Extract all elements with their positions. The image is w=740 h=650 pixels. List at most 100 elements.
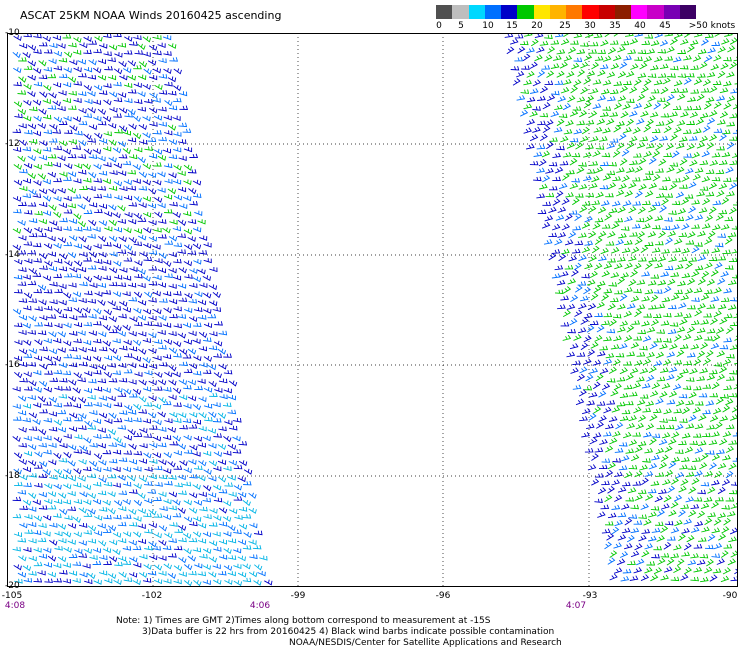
wind-barb (32, 272, 42, 277)
wind-barb (659, 39, 669, 47)
latitude-label: -12 (5, 139, 20, 149)
wind-barb (28, 506, 37, 512)
wind-barb (575, 142, 584, 150)
wind-barb (167, 124, 177, 131)
wind-barb (118, 154, 128, 159)
time-label: 4:06 (249, 601, 271, 611)
wind-barb (704, 566, 713, 574)
wind-barb (39, 363, 48, 370)
wind-barb (693, 497, 703, 502)
wind-barb (689, 440, 699, 445)
wind-barb (548, 232, 558, 238)
wind-barb (575, 193, 584, 198)
wind-barb (607, 257, 616, 263)
wind-barb (719, 317, 728, 325)
wind-barb (79, 42, 88, 49)
wind-map-plot (7, 33, 738, 587)
speed-colorbar (436, 5, 696, 19)
wind-barb (32, 530, 42, 536)
wind-barb (662, 176, 671, 182)
wind-barb (149, 425, 158, 430)
wind-barb (93, 67, 102, 74)
wind-barb (660, 552, 670, 558)
wind-barb (581, 408, 591, 415)
wind-barb (144, 498, 153, 504)
wind-barb (716, 95, 726, 101)
wind-barb (729, 160, 738, 166)
wind-barb (38, 202, 48, 208)
wind-barb (33, 515, 43, 522)
wind-barb (142, 179, 151, 186)
wind-barb (654, 262, 663, 269)
wind-barb (630, 295, 640, 303)
wind-barb (63, 176, 72, 181)
wind-barb (28, 571, 37, 576)
wind-barb (148, 250, 158, 255)
wind-barb (589, 367, 599, 374)
wind-barb (563, 286, 572, 294)
wind-barb (529, 160, 539, 166)
wind-barb (660, 271, 670, 277)
wind-barb (660, 574, 669, 581)
wind-barb (187, 219, 197, 224)
wind-barb (228, 460, 237, 466)
wind-barb (89, 555, 98, 561)
wind-barb (53, 177, 62, 183)
wind-barb (83, 177, 92, 183)
wind-barb (660, 113, 670, 118)
wind-barb (663, 542, 672, 550)
wind-barb (87, 107, 96, 114)
wind-barb (122, 481, 132, 487)
wind-barb (172, 435, 181, 442)
wind-barb (728, 462, 737, 470)
wind-barb (198, 331, 208, 339)
wind-barb (542, 175, 551, 183)
wind-barb (679, 464, 688, 470)
wind-barb (154, 339, 163, 345)
wind-barb (643, 124, 652, 133)
wind-barb (128, 540, 137, 546)
wind-barb (168, 298, 178, 305)
wind-barb (618, 183, 627, 190)
wind-barb (27, 74, 36, 81)
wind-barb (53, 513, 62, 518)
wind-barb (650, 40, 660, 46)
wind-barb (73, 322, 83, 328)
wind-barb (706, 71, 716, 78)
wind-barb (53, 145, 63, 151)
wind-barb (667, 485, 676, 494)
wind-barb (63, 272, 73, 278)
wind-barb (152, 67, 161, 74)
wind-barb (188, 330, 197, 337)
wind-barb (583, 385, 593, 391)
wind-barb (671, 293, 680, 301)
wind-barb (663, 338, 672, 343)
wind-barb (729, 370, 738, 375)
wind-barb (193, 322, 202, 327)
wind-barb (694, 447, 704, 454)
wind-barb (87, 473, 97, 479)
wind-barb (128, 362, 137, 369)
wind-barb (610, 272, 620, 278)
wind-barb (669, 162, 679, 167)
wind-barb (168, 252, 177, 258)
wind-barb (22, 274, 31, 280)
wind-barb (704, 544, 714, 550)
wind-barb (53, 51, 62, 57)
wind-barb (729, 182, 738, 190)
wind-barb (670, 88, 680, 93)
wind-barb (67, 187, 76, 194)
wind-barb (127, 250, 136, 256)
wind-barb (192, 516, 202, 522)
wind-barb (63, 292, 72, 299)
wind-barb (137, 91, 146, 97)
wind-barb (158, 459, 167, 466)
wind-barb (616, 142, 625, 150)
wind-barb (672, 383, 682, 391)
wind-barb (78, 72, 87, 78)
wind-barb (705, 400, 715, 406)
wind-barb (138, 396, 147, 403)
wind-barb (117, 538, 127, 544)
wind-barb (623, 80, 632, 86)
wind-barb (118, 61, 127, 68)
